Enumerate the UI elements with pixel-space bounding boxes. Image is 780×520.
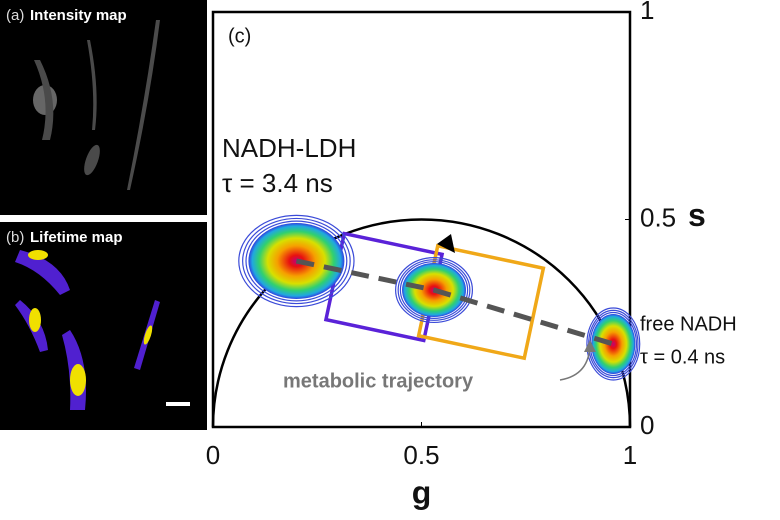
panel-title: Intensity map <box>30 7 127 24</box>
annotation: NADH-LDH <box>222 133 356 163</box>
contour <box>395 257 474 324</box>
cells <box>33 20 160 190</box>
y-axis-label: s <box>688 197 706 233</box>
arrow <box>559 340 596 381</box>
contour <box>242 217 351 305</box>
panel-label: (b) <box>6 229 24 246</box>
x-tick-label: 0.5 <box>403 440 439 470</box>
panel-label: (c) <box>228 25 251 47</box>
x-tick-label: 1 <box>623 440 637 470</box>
y-tick-label: 0 <box>640 410 654 440</box>
y-tick-label: 1 <box>640 0 654 25</box>
density <box>591 314 636 374</box>
annotation: metabolic trajectory <box>283 370 474 392</box>
x-axis-label: g <box>412 474 432 510</box>
annotation: τ = 0.4 ns <box>640 346 725 368</box>
contour <box>238 214 355 308</box>
contour <box>399 261 469 319</box>
contour <box>245 220 348 302</box>
cluster <box>586 307 641 381</box>
panel-title: Lifetime map <box>30 229 123 246</box>
pointer <box>437 234 455 253</box>
annotation: τ = 3.4 ns <box>222 168 333 198</box>
cells <box>15 250 190 410</box>
y-tick-label: 0.5 <box>640 202 676 232</box>
x-tick-label: 0 <box>206 440 220 470</box>
intensity-image <box>0 0 207 215</box>
panel-label: (a) <box>6 7 24 24</box>
annotation: free NADH <box>640 313 737 335</box>
contour <box>397 259 471 321</box>
trajectory-line <box>295 258 615 347</box>
